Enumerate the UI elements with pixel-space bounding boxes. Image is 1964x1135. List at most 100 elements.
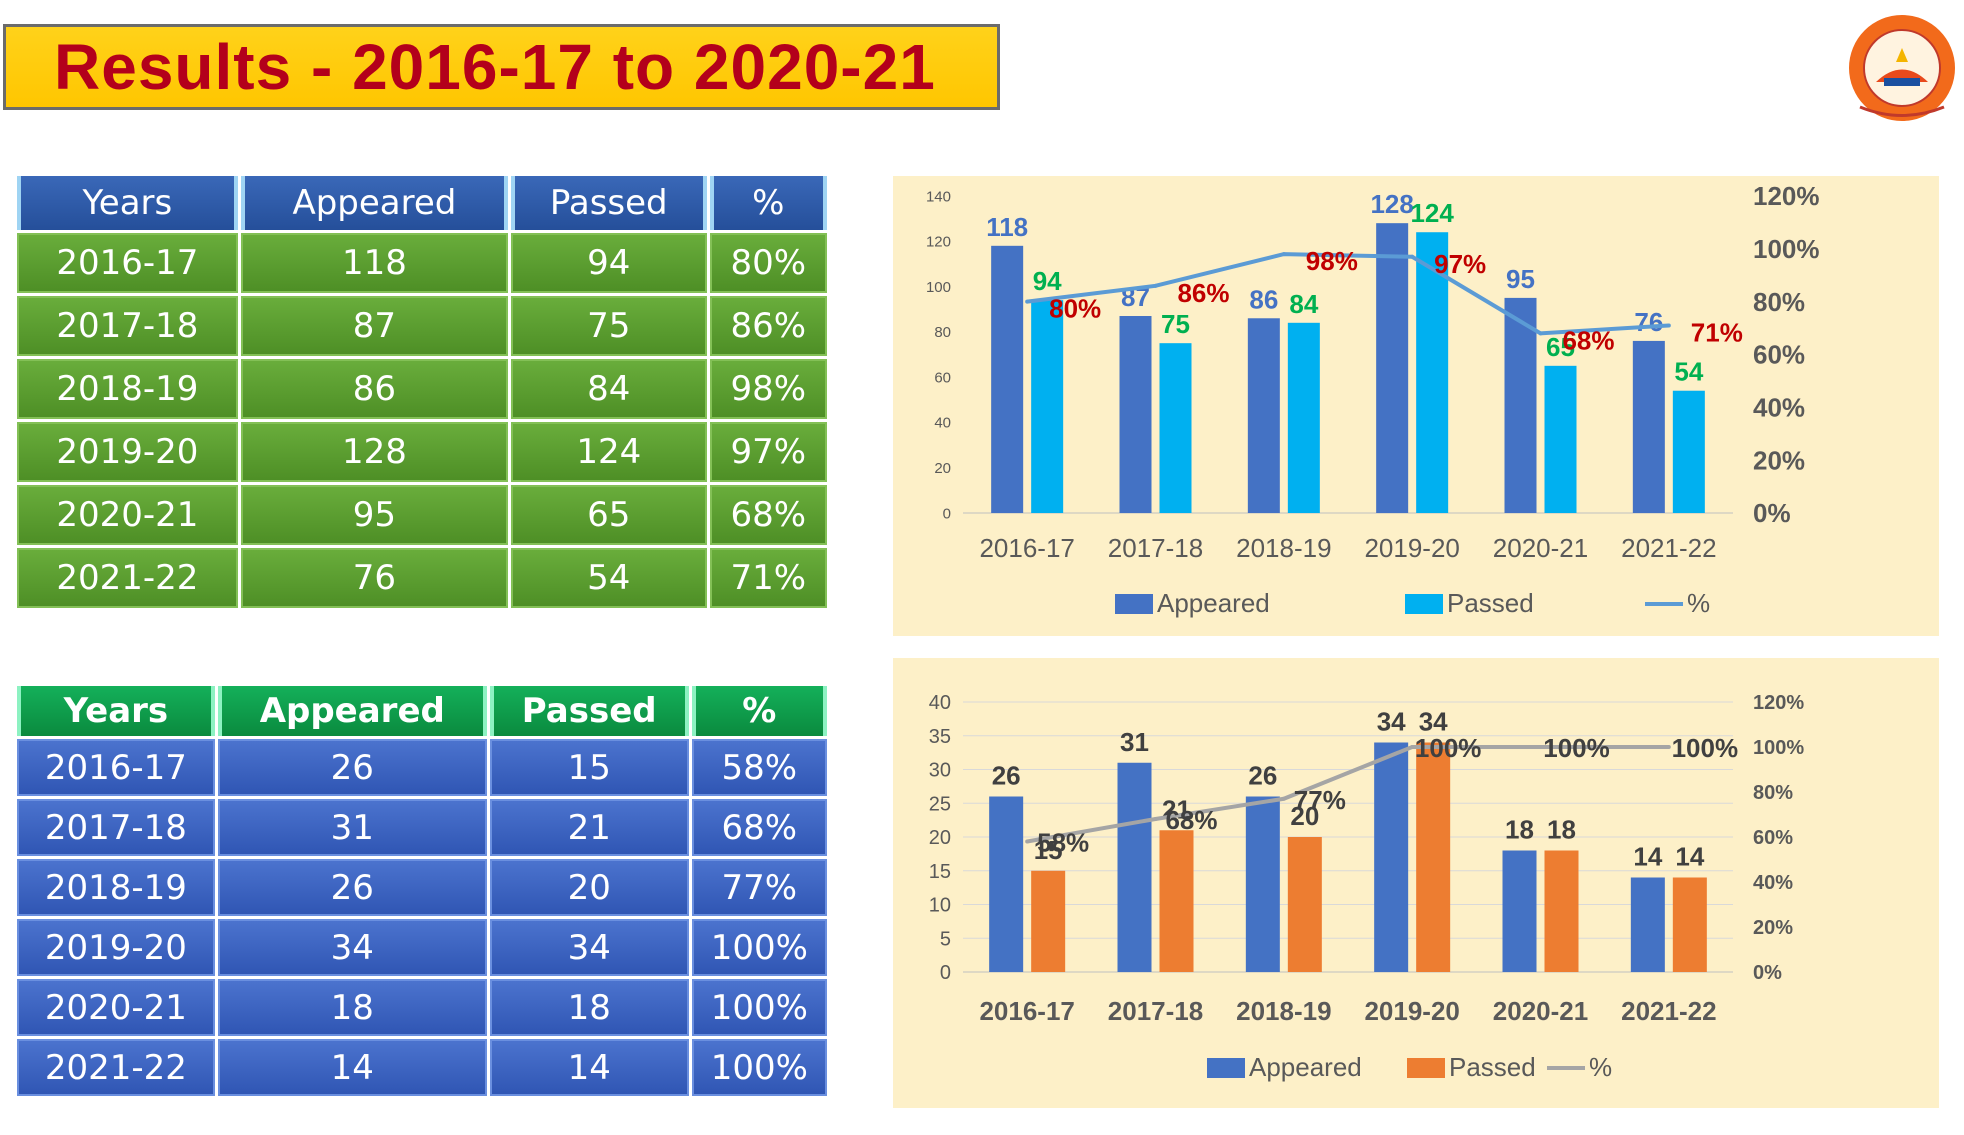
table-cell: 86% xyxy=(709,296,827,356)
bar-appeared xyxy=(1504,297,1537,513)
x-tick-label: 2021-22 xyxy=(1621,996,1716,1026)
table-cell: 94 xyxy=(511,233,707,293)
percent-value-label: 68% xyxy=(1562,325,1614,355)
x-tick-label: 2019-20 xyxy=(1364,533,1459,563)
x-tick-label: 2019-20 xyxy=(1364,996,1459,1026)
bar-appeared xyxy=(1247,318,1280,513)
table-cell: 14 xyxy=(217,1039,487,1096)
bar-appeared xyxy=(1245,796,1280,972)
x-tick-label: 2016-17 xyxy=(979,533,1074,563)
x-tick-label: 2020-21 xyxy=(1493,533,1588,563)
bar-value-label: 26 xyxy=(1248,761,1277,791)
table-cell: 21 xyxy=(489,799,689,856)
table-cell: 68% xyxy=(709,485,827,545)
y-tick-label: 80 xyxy=(934,324,951,341)
percent-value-label: 68% xyxy=(1165,805,1217,835)
bar-passed xyxy=(1672,877,1707,972)
table-cell: 15 xyxy=(489,739,689,796)
table-row: 2017-18 31 21 68% xyxy=(17,799,827,856)
bar-passed xyxy=(1672,390,1705,513)
table-header-cell: Appeared xyxy=(240,176,509,230)
table-cell: 87 xyxy=(240,296,509,356)
legend-label: Appeared xyxy=(1157,588,1270,618)
y-tick-label: 0 xyxy=(940,962,951,984)
percent-value-label: 80% xyxy=(1049,294,1101,324)
percent-value-label: 58% xyxy=(1037,828,1089,858)
bar-value-label: 128 xyxy=(1370,189,1413,219)
page-title: Results - 2016-17 to 2020-21 xyxy=(54,31,936,103)
y-tick-label: 120 xyxy=(926,234,951,251)
bar-appeared xyxy=(1374,742,1409,972)
percent-point xyxy=(1666,323,1671,328)
bar-value-label: 76 xyxy=(1634,307,1663,337)
table-header-cell: % xyxy=(691,686,827,736)
y-tick-label: 15 xyxy=(929,861,951,883)
bar-appeared xyxy=(1117,762,1152,972)
table-cell: 124 xyxy=(511,422,707,482)
table-row: 2018-19 86 84 98% xyxy=(17,359,827,419)
percent-point xyxy=(1538,745,1543,749)
percent-point xyxy=(1666,745,1671,749)
bar-passed xyxy=(1031,300,1064,513)
percent-value-label: 100% xyxy=(1672,733,1739,763)
bar-passed xyxy=(1416,742,1451,972)
bar-value-label: 118 xyxy=(986,212,1028,242)
bar-passed xyxy=(1159,830,1194,972)
results-table-1: Years Appeared Passed% 2016-17 118 94 80% 2017… xyxy=(14,173,830,611)
bar-value-label: 18 xyxy=(1547,815,1576,845)
y2-tick-label: 100% xyxy=(1753,234,1820,264)
table-cell: 54 xyxy=(511,548,707,608)
y-tick-label: 40 xyxy=(934,415,951,432)
table-cell: 77% xyxy=(691,859,827,916)
table-cell: 26 xyxy=(217,859,487,916)
x-tick-label: 2016-17 xyxy=(979,996,1074,1026)
percent-value-label: 98% xyxy=(1306,246,1358,276)
y-tick-label: 0 xyxy=(943,505,951,522)
table-cell: 18 xyxy=(217,979,487,1036)
percent-point xyxy=(1538,331,1543,336)
percent-point xyxy=(1410,254,1415,259)
table-cell: 2017-18 xyxy=(17,799,215,856)
y-tick-label: 60 xyxy=(934,369,951,386)
y-tick-label: 40 xyxy=(929,692,951,714)
y-tick-label: 35 xyxy=(929,726,951,748)
percent-value-label: 100% xyxy=(1415,733,1482,763)
table-cell: 31 xyxy=(217,799,487,856)
y2-tick-label: 20% xyxy=(1753,445,1805,475)
results-table-2: Years Appeared Passed% 2016-17 26 15 58% 2017-… xyxy=(14,683,830,1099)
bar-value-label: 34 xyxy=(1377,707,1406,737)
percent-point xyxy=(1025,839,1030,844)
chart-2: 0 5 10 15 20 25 30 35 40 0% 20% 40% 60% 80% 100% 120% 20… xyxy=(929,692,1805,1082)
legend-label: Passed xyxy=(1447,588,1534,618)
bar-passed xyxy=(1287,322,1320,513)
bar-appeared xyxy=(1630,877,1665,972)
table-cell: 2019-20 xyxy=(17,422,238,482)
table-header-cell: Years xyxy=(17,686,215,736)
table-cell: 2020-21 xyxy=(17,485,238,545)
table-header-cell: Passed xyxy=(511,176,707,230)
percent-value-label: 97% xyxy=(1434,249,1486,279)
table-cell: 34 xyxy=(489,919,689,976)
table-cell: 68% xyxy=(691,799,827,856)
table-cell: 98% xyxy=(709,359,827,419)
table-cell: 2017-18 xyxy=(17,296,238,356)
bar-value-label: 14 xyxy=(1675,842,1704,872)
chart-2-area: 0 5 10 15 20 25 30 35 40 0% 20% 40% 60% 80% 100% 120% 20… xyxy=(893,658,1939,1108)
percent-point xyxy=(1025,299,1030,304)
y2-tick-label: 120% xyxy=(1753,692,1804,714)
y2-tick-label: 60% xyxy=(1753,827,1793,849)
bar-appeared xyxy=(1376,223,1409,513)
table-cell: 100% xyxy=(691,979,827,1036)
table-cell: 128 xyxy=(240,422,509,482)
legend-swatch xyxy=(1407,1058,1445,1078)
table-cell: 26 xyxy=(217,739,487,796)
legend-swatch xyxy=(1405,594,1443,614)
y2-tick-label: 40% xyxy=(1753,872,1793,894)
bar-appeared xyxy=(1119,316,1152,513)
table-cell: 71% xyxy=(709,548,827,608)
table-row: 2018-19 26 20 77% xyxy=(17,859,827,916)
table-cell: 2016-17 xyxy=(17,233,238,293)
percent-value-label: 77% xyxy=(1294,785,1346,815)
table-cell: 20 xyxy=(489,859,689,916)
bar-appeared xyxy=(1632,340,1665,513)
